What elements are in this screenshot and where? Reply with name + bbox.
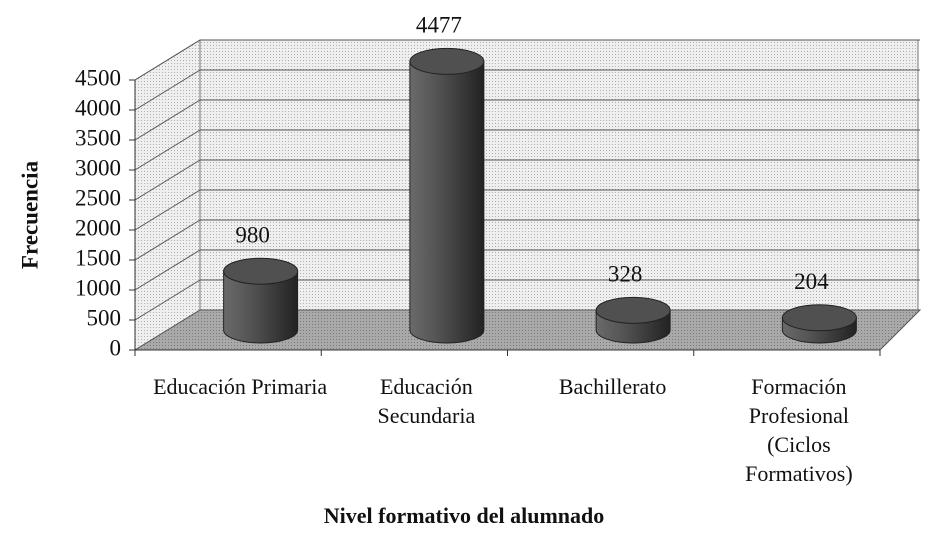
grid-line-side [134,69,201,111]
data-label: 980 [235,222,270,247]
x-tick-label: Educación Primaria [153,374,328,399]
bar-top [595,296,671,324]
y-tick-label: 1000 [75,275,121,300]
x-tick-label: Educación Secundaria [377,374,476,428]
grid-line-side [134,219,201,261]
data-label: 328 [608,262,643,287]
y-tick-label: 3000 [75,155,121,180]
back-wall [199,39,919,311]
y-tick-label: 4000 [75,95,121,120]
y-axis-label: Frecuencia [17,160,42,269]
grid-line-side [134,39,201,81]
y-tick-label: 2500 [75,185,121,210]
y-tick-label: 3500 [75,125,121,150]
y-tick-label: 4500 [75,65,121,90]
grid-line-side [134,99,201,141]
y-tick-label: 0 [110,335,122,360]
y-tick-label: 2000 [75,215,121,240]
grid-line-side [134,279,201,321]
grid-line-side [134,189,201,231]
side-wall [134,39,201,351]
data-label: 204 [794,269,829,294]
y-tick-label: 500 [87,305,122,330]
x-axis-label: Nivel formativo del alumnado [323,503,605,528]
x-tick-label: Formación Profesional (Ciclos Formativos… [745,374,853,486]
bar-top [409,47,485,75]
x-tick-label: Bachillerato [558,374,667,399]
data-label: 4477 [416,13,462,38]
grid-line-side [134,129,201,171]
grid-line-side [134,249,201,291]
y-tick-label: 1500 [75,245,121,270]
bar-top [781,304,857,332]
bar [409,60,485,344]
grid-line-side [134,159,201,201]
bar-top [223,257,299,285]
bar [223,270,299,344]
